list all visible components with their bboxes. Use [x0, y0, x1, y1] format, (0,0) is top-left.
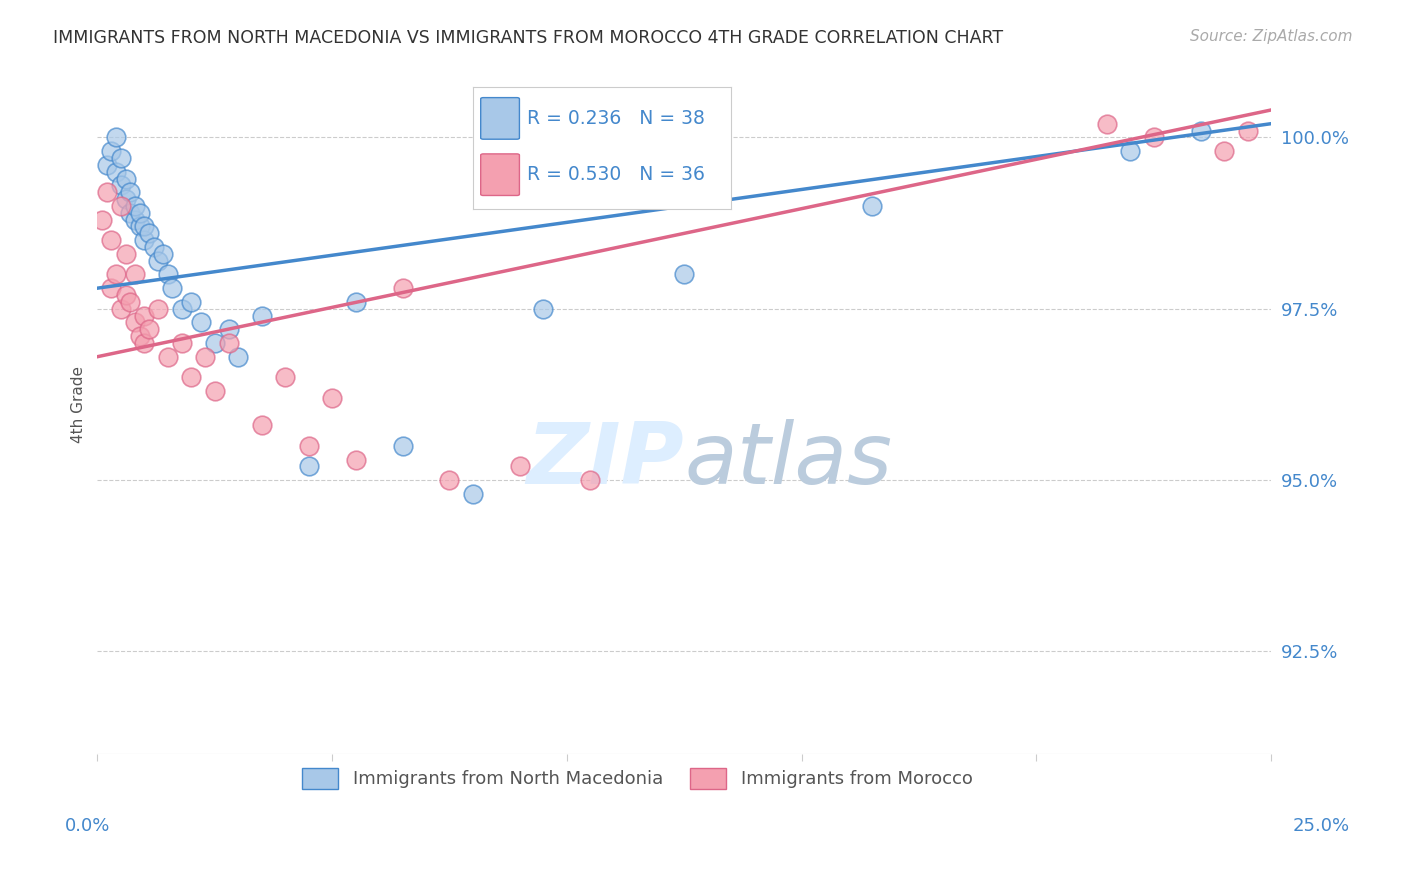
Point: [298, 439, 321, 453]
Text: 0.0%: 0.0%: [65, 817, 110, 835]
Point: [124, 199, 146, 213]
Point: [461, 487, 484, 501]
Point: [439, 473, 461, 487]
Point: [190, 315, 212, 329]
Point: [134, 233, 156, 247]
Point: [120, 206, 142, 220]
Point: [124, 315, 146, 329]
Point: [96, 158, 118, 172]
Point: [170, 301, 193, 316]
Point: [298, 459, 321, 474]
Point: [344, 452, 367, 467]
Point: [138, 227, 160, 241]
Point: [1143, 130, 1166, 145]
Point: [128, 206, 150, 220]
Point: [148, 301, 170, 316]
Point: [226, 350, 249, 364]
Point: [321, 391, 343, 405]
Point: [391, 281, 413, 295]
Point: [138, 322, 160, 336]
Point: [391, 439, 413, 453]
Point: [274, 370, 297, 384]
Point: [100, 233, 122, 247]
Point: [114, 247, 136, 261]
Legend: Immigrants from North Macedonia, Immigrants from Morocco: Immigrants from North Macedonia, Immigra…: [292, 759, 981, 797]
Point: [344, 294, 367, 309]
Point: [110, 301, 132, 316]
Point: [250, 418, 273, 433]
Point: [114, 171, 136, 186]
Text: 25.0%: 25.0%: [1294, 817, 1350, 835]
Point: [114, 192, 136, 206]
Point: [204, 336, 226, 351]
Point: [128, 329, 150, 343]
Point: [105, 130, 128, 145]
Point: [156, 350, 179, 364]
Point: [156, 268, 179, 282]
Point: [152, 247, 174, 261]
Point: [142, 240, 165, 254]
Point: [1095, 117, 1118, 131]
Point: [509, 459, 531, 474]
Point: [128, 219, 150, 234]
Point: [531, 301, 554, 316]
Text: Source: ZipAtlas.com: Source: ZipAtlas.com: [1189, 29, 1353, 44]
Point: [91, 212, 114, 227]
Point: [218, 336, 240, 351]
Point: [110, 178, 132, 193]
Point: [120, 185, 142, 199]
Point: [204, 384, 226, 398]
Point: [579, 473, 602, 487]
Point: [148, 253, 170, 268]
Text: IMMIGRANTS FROM NORTH MACEDONIA VS IMMIGRANTS FROM MOROCCO 4TH GRADE CORRELATION: IMMIGRANTS FROM NORTH MACEDONIA VS IMMIG…: [53, 29, 1004, 46]
Point: [105, 268, 128, 282]
Point: [124, 268, 146, 282]
Point: [134, 219, 156, 234]
Point: [120, 294, 142, 309]
Point: [180, 294, 202, 309]
Point: [860, 199, 883, 213]
Point: [1189, 123, 1212, 137]
Point: [194, 350, 217, 364]
Text: ZIP: ZIP: [527, 419, 685, 502]
Point: [170, 336, 193, 351]
Point: [162, 281, 184, 295]
Point: [110, 151, 132, 165]
Point: [250, 309, 273, 323]
Point: [673, 268, 696, 282]
Text: atlas: atlas: [685, 419, 893, 502]
Point: [1213, 144, 1236, 158]
Point: [218, 322, 240, 336]
Point: [96, 185, 118, 199]
Point: [134, 336, 156, 351]
Point: [105, 164, 128, 178]
Point: [1119, 144, 1142, 158]
Point: [1236, 123, 1258, 137]
Point: [110, 199, 132, 213]
Point: [114, 288, 136, 302]
Point: [124, 212, 146, 227]
Y-axis label: 4th Grade: 4th Grade: [72, 367, 86, 443]
Point: [180, 370, 202, 384]
Point: [100, 144, 122, 158]
Point: [100, 281, 122, 295]
Point: [134, 309, 156, 323]
